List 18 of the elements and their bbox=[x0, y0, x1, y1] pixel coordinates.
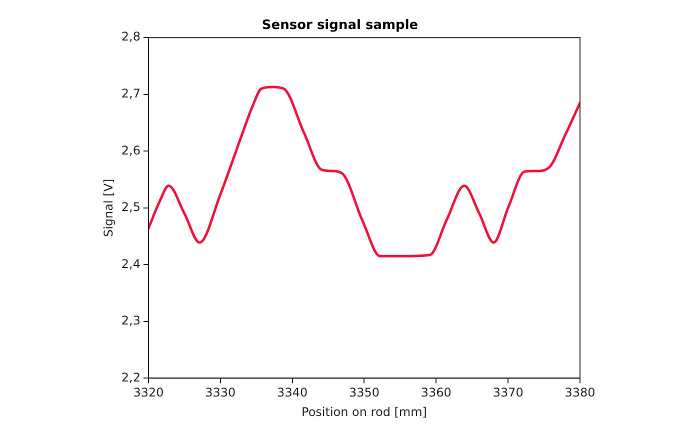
y-tick-label: 2,2 bbox=[121, 370, 140, 384]
x-tick-label: 3380 bbox=[564, 386, 596, 400]
x-tick-label: 3330 bbox=[205, 386, 236, 400]
x-tick-label: 3350 bbox=[348, 386, 380, 400]
x-tick-label: 3340 bbox=[277, 386, 308, 400]
y-axis-title: Signal [V] bbox=[101, 178, 116, 238]
y-tick-label: 2,5 bbox=[121, 200, 140, 214]
y-tick-label: 2,3 bbox=[121, 314, 140, 328]
x-tick-label: 3370 bbox=[492, 386, 524, 400]
x-tick-label: 3360 bbox=[420, 386, 452, 400]
y-tick-label: 2,6 bbox=[121, 143, 140, 158]
chart-title: Sensor signal sample bbox=[262, 18, 418, 34]
y-tick-label: 2,7 bbox=[121, 86, 140, 100]
y-tick-label: 2,8 bbox=[121, 30, 140, 44]
line-series bbox=[148, 86, 580, 258]
x-tick-label: 3320 bbox=[133, 386, 164, 400]
y-tick-label: 2,4 bbox=[121, 256, 140, 271]
x-axis-title: Position on rod [mm] bbox=[302, 404, 427, 419]
